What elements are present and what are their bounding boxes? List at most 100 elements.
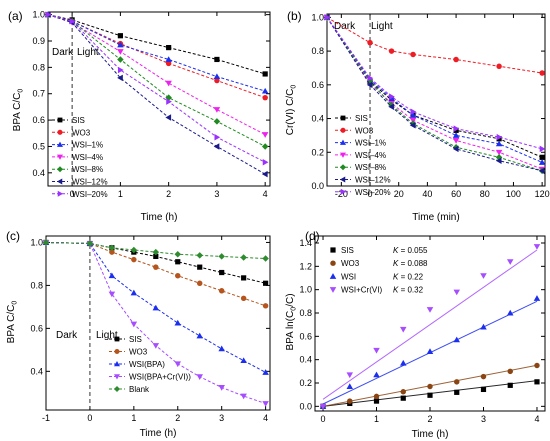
data-point-wsi-bpa-cr-vi [130,321,138,328]
data-point-wsi-8 [213,118,221,125]
data-point-wo3 [109,249,115,255]
data-point-wsi-4 [117,49,124,55]
panel-b: -200204060801001200.00.20.40.60.81.0Time… [285,9,550,223]
data-point-wsi-cr-vi [533,244,541,250]
y-tick-label: 1.4 [299,238,312,248]
x-tick-label: 4 [263,413,268,423]
data-point-wsi-20 [262,159,269,166]
data-point-wsi-cr-vi [319,403,327,410]
data-point-wsi [453,336,460,343]
data-point-wo3 [153,264,159,270]
series-line-wsi-20 [47,14,266,163]
legend-marker-wsi-4 [57,154,63,160]
data-point-sis [539,154,545,160]
legend-item-wsi-20: WSI–20% [335,188,391,197]
y-axis-label: BPA C/C0 [6,301,19,344]
data-point-sis [400,395,406,401]
x-tick-label: 2 [427,414,432,424]
data-point-sis [534,379,540,385]
legend-item-sis: SIS [52,116,85,125]
legend-label-sis: SIS [129,335,142,344]
data-point-wsi-20 [453,125,460,132]
annotation-light: Light [77,47,99,58]
series-blank [42,239,269,262]
legend-marker-wo3 [114,348,120,355]
data-point-sis [241,275,247,281]
legend-marker-wsi-12 [340,176,346,183]
legend-item-wsi-8: WSI–8% [335,163,386,172]
data-point-wsi-8 [261,143,269,150]
series-wsi-20 [45,11,269,166]
x-tick-label: 1 [131,413,136,423]
x-tick-label: 80 [480,189,490,199]
data-point-wo3 [480,373,487,380]
data-point-wsi-bpa-cr-vi [262,401,269,407]
y-tick-label: 0.4 [311,114,324,124]
data-point-wsi-12 [388,103,394,110]
data-point-wsi-12 [538,167,545,175]
panel-label: (b) [287,9,302,23]
x-axis-label: Time (h) [412,429,449,440]
data-point-wsi-bpa [262,369,269,375]
data-point-wsi-1 [409,111,417,118]
x-tick-label: 0 [70,189,75,199]
data-point-wsi-bpa-cr-vi [218,385,225,391]
data-point-wo3 [262,303,269,309]
data-point-wsi-12 [165,114,172,121]
series-line-blank [45,241,266,260]
legend-label-wsi-4: WSI–4% [355,151,386,160]
series-wsi-12 [323,14,545,175]
data-point-wsi [480,323,487,330]
series-wsi-cr-vi [319,244,541,410]
data-point-wsi-1 [538,159,546,165]
data-point-wsi-4 [261,132,269,138]
plot-frame [45,235,271,411]
data-point-wsi-12 [261,170,268,178]
legend-label-wo3: WO3 [355,126,374,135]
data-point-blank [196,252,203,259]
legend-label-sis: SIS [72,116,85,125]
data-point-wsi-bpa [152,304,160,311]
data-point-wsi-bpa [240,357,247,364]
data-point-wsi-4 [452,138,460,144]
legend-label-wsi-8: WSI–8% [72,165,103,174]
data-point-wsi-bpa [218,345,225,352]
legend-marker-wsi-1 [57,141,63,147]
x-tick-label: 4 [263,189,268,199]
legend-item-wsi-4: WSI–4% [52,153,103,162]
data-point-sis [454,389,460,395]
y-tick-label: 0.0 [299,401,312,411]
legend-marker-sis [57,117,63,123]
x-tick-label: -1 [42,413,50,423]
data-point-wsi-20 [367,74,374,82]
data-point-wsi-bpa-cr-vi [174,361,182,368]
legend-item-wsi-12: WSI–12% [52,178,108,187]
series-line-wsi-8 [47,14,266,147]
data-point-wo3 [388,48,395,54]
y-tick-label: 1.0 [311,12,324,22]
x-tick-label: 60 [451,189,461,199]
panel-c: -1 0 1 2 3 4 0.4 0.6 0.8 1.0 Time (h) BPA C/C0 (c) Da… [6,229,271,439]
legend-item-sis: SIS [109,335,142,344]
legend-item-sis: SIS [335,114,368,123]
legend-marker-wsi [329,273,337,279]
y-tick-label: 0.4 [32,168,45,178]
data-point-wsi-bpa [174,319,182,326]
data-point-sis [214,56,220,63]
legend-item-wsi-20: WSI–20% [52,190,108,199]
data-point-wsi-cr-vi [453,289,460,296]
data-point-sis [219,269,225,276]
x-tick-label: 40 [422,189,432,199]
data-point-wo3 [131,256,137,263]
series-wsi-20 [324,14,546,153]
series-line-wsi-12 [326,17,543,172]
data-point-wsi-8 [117,56,124,63]
legend-item-wsi-1: WSI–1% [52,141,103,150]
x-tick-label: 3 [214,189,219,199]
data-point-wsi-12 [409,122,416,129]
legend-label-wsi-1: WSI–1% [72,141,103,150]
data-point-wsi-20 [389,93,395,100]
panel-label: (c) [6,229,20,243]
legend-item-wsi-1: WSI–1% [335,139,386,148]
x-tick-label: 100 [506,189,521,199]
